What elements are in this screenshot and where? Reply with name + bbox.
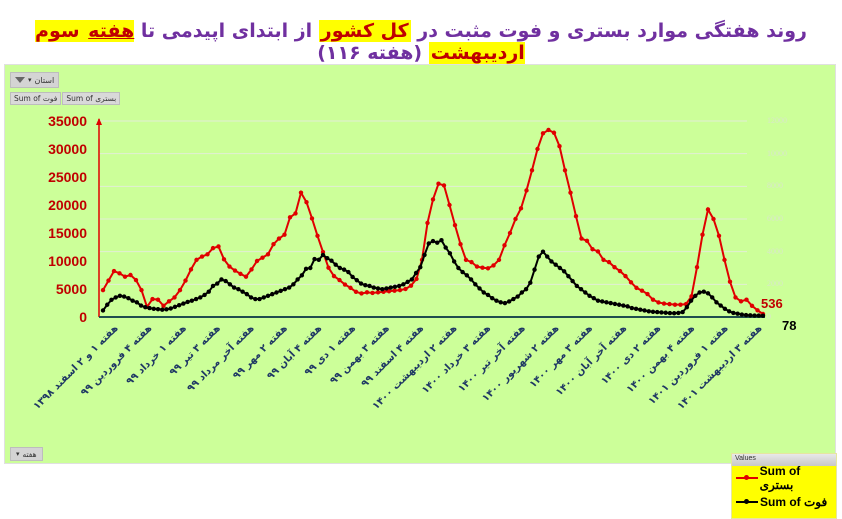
dropdown-icon: ▾ <box>16 450 20 458</box>
value-field-deaths-button[interactable]: Sum of فوت <box>10 92 62 105</box>
y-tick-left: 0 <box>79 309 87 325</box>
legend-label-hospitalized: Sum of بستری <box>759 464 801 492</box>
pivot-chart-area: استان ▾ Sum of فوت Sum of بستری 0 5000 100… <box>4 64 837 519</box>
title-highlight-week: هفته <box>88 20 135 42</box>
province-filter-button[interactable]: استان ▾ <box>10 72 60 88</box>
y-tick-right: 8000 <box>767 181 783 191</box>
title-text-3: (هفته ۱۱۶) <box>317 42 429 64</box>
last-value-deaths: 78 <box>782 318 797 333</box>
axis-field-label: هفته <box>22 449 37 459</box>
title-text-1: روند هفتگی موارد بستری و فوت مثبت در <box>410 20 807 42</box>
value-field-hospitalized-button[interactable]: Sum of بستری <box>62 92 121 105</box>
chart-legend: Values Sum of بستری Sum of فوت <box>731 453 837 519</box>
y-tick-right: 6000 <box>767 214 783 223</box>
y-tick-right: 12000 <box>767 116 787 125</box>
y-tick-left: 25000 <box>48 169 87 185</box>
y-tick-right: 2000 <box>767 279 783 289</box>
value-field-buttons: Sum of فوت Sum of بستری <box>10 92 121 105</box>
black-line-marker-icon <box>736 499 758 504</box>
chart-title: روند هفتگی موارد بستری و فوت مثبت در کل … <box>0 20 842 64</box>
y-tick-right: 0 <box>767 312 771 321</box>
y-tick-left: 10000 <box>48 253 87 269</box>
legend-header: Values <box>732 454 836 466</box>
dropdown-icon: ▾ <box>28 76 32 84</box>
y-tick-left: 5000 <box>55 281 87 297</box>
legend-item-deaths: Sum of فوت <box>732 490 836 514</box>
title-text-2: از ابتدای اپیدمی تا <box>134 20 319 42</box>
red-line-marker-icon <box>736 475 758 480</box>
y-tick-right: 4000 <box>767 246 783 256</box>
legend-label-deaths: Sum of فوت <box>760 495 828 509</box>
filter-funnel-icon <box>15 77 25 83</box>
y-tick-right: 10000 <box>767 148 787 158</box>
title-highlight-country: کل کشور <box>318 20 411 42</box>
y-tick-left: 20000 <box>48 197 87 213</box>
legend-item-hospitalized: Sum of بستری <box>732 464 836 492</box>
y-tick-left: 30000 <box>48 141 87 157</box>
y-tick-left: 35000 <box>48 113 87 129</box>
week-axis-field-button[interactable]: هفته ▾ <box>10 447 43 461</box>
y-tick-left: 15000 <box>48 225 87 241</box>
last-value-hospitalized: 536 <box>761 296 783 311</box>
line-chart-plot <box>96 118 766 318</box>
filter-label: استان <box>34 75 55 85</box>
